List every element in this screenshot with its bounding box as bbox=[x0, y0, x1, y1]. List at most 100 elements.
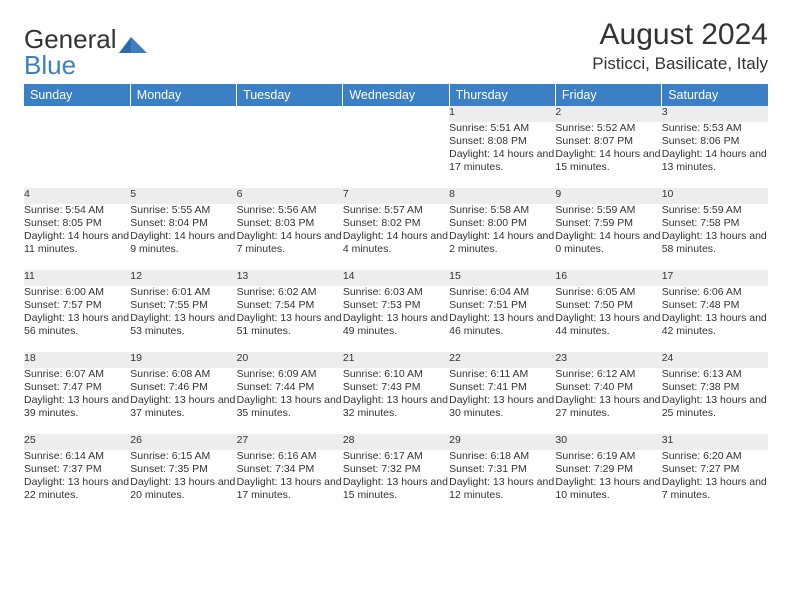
daylight-text: Daylight: 13 hours and 49 minutes. bbox=[343, 312, 449, 338]
sunset-text: Sunset: 7:46 PM bbox=[130, 381, 236, 394]
page-header: General August 2024 Pisticci, Basilicate… bbox=[24, 18, 768, 74]
day-number-cell: 17 bbox=[662, 270, 768, 286]
sunset-text: Sunset: 8:08 PM bbox=[449, 135, 555, 148]
week-number-row: 18192021222324 bbox=[24, 352, 768, 368]
day-number-cell: 1 bbox=[449, 106, 555, 122]
sunrise-text: Sunrise: 5:55 AM bbox=[130, 204, 236, 217]
sunrise-text: Sunrise: 6:00 AM bbox=[24, 286, 130, 299]
sunrise-text: Sunrise: 5:56 AM bbox=[237, 204, 343, 217]
month-title: August 2024 bbox=[592, 18, 768, 52]
day-number-cell: 31 bbox=[662, 434, 768, 450]
sunset-text: Sunset: 7:37 PM bbox=[24, 463, 130, 476]
sunset-text: Sunset: 7:34 PM bbox=[237, 463, 343, 476]
sunset-text: Sunset: 7:59 PM bbox=[555, 217, 661, 230]
week-number-row: 45678910 bbox=[24, 188, 768, 204]
day-detail-cell: Sunrise: 6:11 AMSunset: 7:41 PMDaylight:… bbox=[449, 368, 555, 434]
day-detail-cell: Sunrise: 6:04 AMSunset: 7:51 PMDaylight:… bbox=[449, 286, 555, 352]
daylight-text: Daylight: 13 hours and 44 minutes. bbox=[555, 312, 661, 338]
col-saturday: Saturday bbox=[662, 84, 768, 106]
week-detail-row: Sunrise: 6:14 AMSunset: 7:37 PMDaylight:… bbox=[24, 450, 768, 516]
daylight-text: Daylight: 13 hours and 35 minutes. bbox=[237, 394, 343, 420]
day-number-cell: 18 bbox=[24, 352, 130, 368]
day-number-cell: 14 bbox=[343, 270, 449, 286]
week-number-row: 25262728293031 bbox=[24, 434, 768, 450]
week-number-row: 11 1213 141516 17 bbox=[24, 270, 768, 286]
daylight-text: Daylight: 13 hours and 22 minutes. bbox=[24, 476, 130, 502]
day-number: 8 bbox=[449, 188, 455, 200]
brand-mark-icon bbox=[119, 29, 149, 51]
day-number: 31 bbox=[662, 434, 674, 446]
sunset-text: Sunset: 7:44 PM bbox=[237, 381, 343, 394]
day-number-cell: 11 bbox=[24, 270, 130, 286]
day-detail-cell: Sunrise: 5:57 AMSunset: 8:02 PMDaylight:… bbox=[343, 204, 449, 270]
daylight-text: Daylight: 14 hours and 2 minutes. bbox=[449, 230, 555, 256]
day-detail-cell: Sunrise: 6:01 AMSunset: 7:55 PMDaylight:… bbox=[130, 286, 236, 352]
day-number-cell: 6 bbox=[237, 188, 343, 204]
day-number-cell: 16 bbox=[555, 270, 661, 286]
daylight-text: Daylight: 13 hours and 25 minutes. bbox=[662, 394, 768, 420]
daylight-text: Daylight: 13 hours and 42 minutes. bbox=[662, 312, 768, 338]
sunrise-text: Sunrise: 5:53 AM bbox=[662, 122, 768, 135]
daylight-text: Daylight: 13 hours and 12 minutes. bbox=[449, 476, 555, 502]
day-number-cell: 15 bbox=[449, 270, 555, 286]
day-detail-cell: Sunrise: 6:15 AMSunset: 7:35 PMDaylight:… bbox=[130, 450, 236, 516]
day-number: 13 bbox=[237, 270, 249, 282]
day-detail-cell: Sunrise: 6:09 AMSunset: 7:44 PMDaylight:… bbox=[237, 368, 343, 434]
sunrise-text: Sunrise: 6:13 AM bbox=[662, 368, 768, 381]
sunrise-text: Sunrise: 6:08 AM bbox=[130, 368, 236, 381]
day-detail-cell: Sunrise: 6:17 AMSunset: 7:32 PMDaylight:… bbox=[343, 450, 449, 516]
day-detail-cell: Sunrise: 6:16 AMSunset: 7:34 PMDaylight:… bbox=[237, 450, 343, 516]
day-number-cell: 13 bbox=[237, 270, 343, 286]
day-detail-cell: Sunrise: 6:05 AMSunset: 7:50 PMDaylight:… bbox=[555, 286, 661, 352]
day-number-cell: 10 bbox=[662, 188, 768, 204]
day-detail-cell: Sunrise: 5:55 AMSunset: 8:04 PMDaylight:… bbox=[130, 204, 236, 270]
day-detail-cell: Sunrise: 5:52 AMSunset: 8:07 PMDaylight:… bbox=[555, 122, 661, 188]
sunrise-text: Sunrise: 6:04 AM bbox=[449, 286, 555, 299]
day-number: 24 bbox=[662, 352, 674, 364]
sunset-text: Sunset: 7:32 PM bbox=[343, 463, 449, 476]
day-number-cell: 5 bbox=[130, 188, 236, 204]
day-number-cell: 25 bbox=[24, 434, 130, 450]
day-number: 28 bbox=[343, 434, 355, 446]
day-detail-cell: Sunrise: 6:00 AMSunset: 7:57 PMDaylight:… bbox=[24, 286, 130, 352]
daylight-text: Daylight: 14 hours and 7 minutes. bbox=[237, 230, 343, 256]
daylight-text: Daylight: 13 hours and 37 minutes. bbox=[130, 394, 236, 420]
day-number: 10 bbox=[662, 188, 674, 200]
daylight-text: Daylight: 14 hours and 0 minutes. bbox=[555, 230, 661, 256]
day-number-cell: 3 bbox=[662, 106, 768, 122]
day-number-cell: 12 bbox=[130, 270, 236, 286]
sunrise-text: Sunrise: 6:11 AM bbox=[449, 368, 555, 381]
sunset-text: Sunset: 7:43 PM bbox=[343, 381, 449, 394]
daylight-text: Daylight: 14 hours and 11 minutes. bbox=[24, 230, 130, 256]
week-detail-row: Sunrise: 6:00 AMSunset: 7:57 PMDaylight:… bbox=[24, 286, 768, 352]
day-number: 19 bbox=[130, 352, 142, 364]
sunrise-text: Sunrise: 6:15 AM bbox=[130, 450, 236, 463]
sunrise-text: Sunrise: 5:54 AM bbox=[24, 204, 130, 217]
week-detail-row: Sunrise: 6:07 AMSunset: 7:47 PMDaylight:… bbox=[24, 368, 768, 434]
col-tuesday: Tuesday bbox=[237, 84, 343, 106]
sunset-text: Sunset: 8:03 PM bbox=[237, 217, 343, 230]
day-detail-cell: Sunrise: 6:08 AMSunset: 7:46 PMDaylight:… bbox=[130, 368, 236, 434]
sunset-text: Sunset: 7:31 PM bbox=[449, 463, 555, 476]
sunset-text: Sunset: 7:38 PM bbox=[662, 381, 768, 394]
sunrise-text: Sunrise: 6:17 AM bbox=[343, 450, 449, 463]
header-right: August 2024 Pisticci, Basilicate, Italy bbox=[592, 18, 768, 74]
day-number: 5 bbox=[130, 188, 136, 200]
day-number: 11 bbox=[24, 270, 35, 282]
daylight-text: Daylight: 13 hours and 7 minutes. bbox=[662, 476, 768, 502]
daylight-text: Daylight: 14 hours and 17 minutes. bbox=[449, 148, 555, 174]
calendar-table: Sunday Monday Tuesday Wednesday Thursday… bbox=[24, 84, 768, 516]
daylight-text: Daylight: 14 hours and 15 minutes. bbox=[555, 148, 661, 174]
sunrise-text: Sunrise: 6:14 AM bbox=[24, 450, 130, 463]
day-detail-cell: Sunrise: 5:59 AMSunset: 7:59 PMDaylight:… bbox=[555, 204, 661, 270]
daylight-text: Daylight: 13 hours and 53 minutes. bbox=[130, 312, 236, 338]
sunset-text: Sunset: 8:02 PM bbox=[343, 217, 449, 230]
day-number: 16 bbox=[555, 270, 567, 282]
sunset-text: Sunset: 8:04 PM bbox=[130, 217, 236, 230]
daylight-text: Daylight: 13 hours and 17 minutes. bbox=[237, 476, 343, 502]
day-number: 9 bbox=[555, 188, 561, 200]
day-detail-cell bbox=[343, 122, 449, 188]
day-detail-cell: Sunrise: 5:56 AMSunset: 8:03 PMDaylight:… bbox=[237, 204, 343, 270]
sunrise-text: Sunrise: 5:58 AM bbox=[449, 204, 555, 217]
day-number-cell: 19 bbox=[130, 352, 236, 368]
